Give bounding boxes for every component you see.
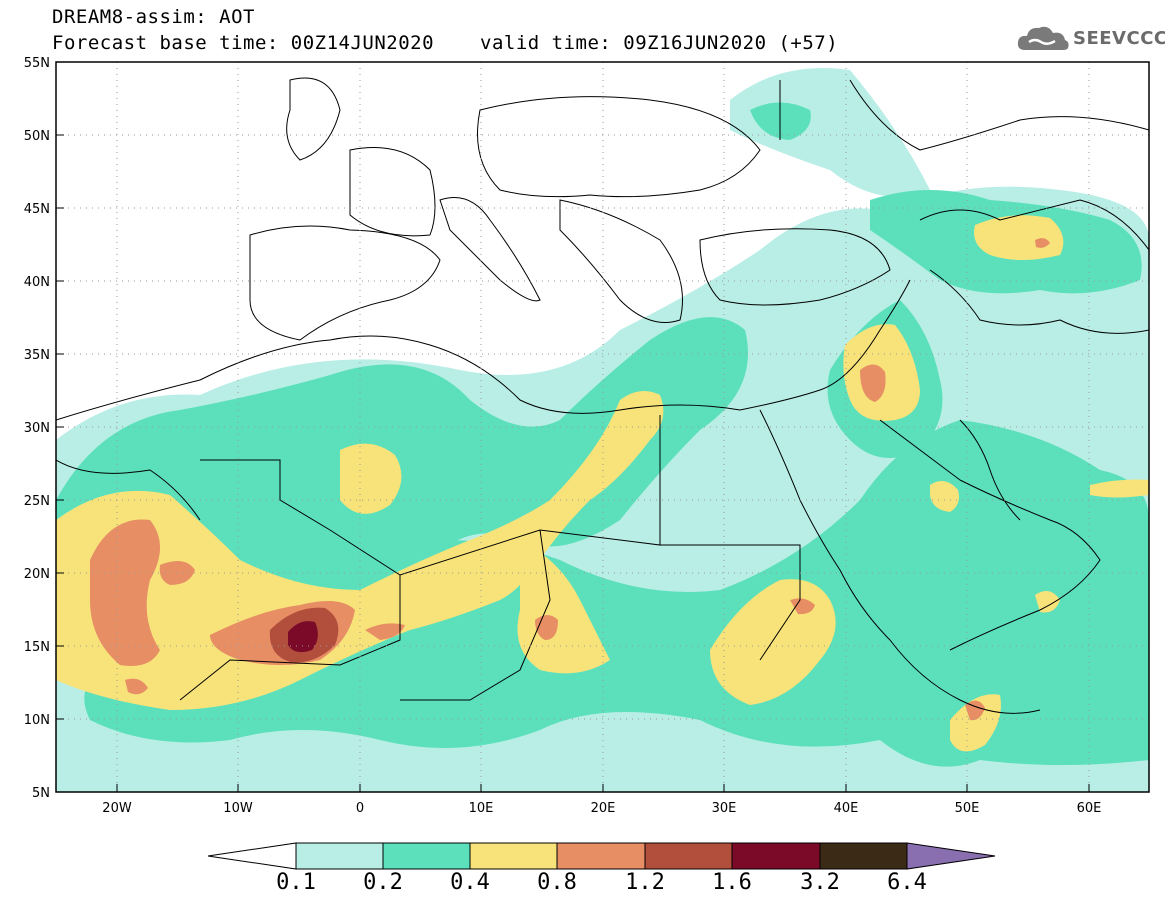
forecast-base-time: Forecast base time: 00Z14JUN2020: [52, 32, 435, 54]
aot-field: [56, 68, 1149, 792]
colorbar-label: 6.4: [887, 870, 927, 895]
colorbar-swatch: [556, 842, 646, 870]
lat-label: 15N: [24, 640, 50, 655]
colorbar-label: 1.6: [712, 870, 752, 895]
lon-label: 20W: [102, 801, 132, 816]
lon-label: 10W: [223, 801, 253, 816]
title-line-1: DREAM8-assim: AOT: [52, 6, 255, 28]
lon-labels: 20W 10W 0 10E 20E 30E 40E 50E 60E: [102, 801, 1101, 816]
lat-label: 25N: [24, 494, 50, 509]
lon-label: 50E: [955, 801, 980, 816]
lat-label: 50N: [24, 129, 50, 144]
lon-label: 40E: [834, 801, 859, 816]
colorbar-swatch: [644, 842, 733, 870]
lat-labels: 55N 50N 45N 40N 35N 30N 25N 20N 15N 10N …: [24, 56, 50, 801]
colorbar-low-arrow: [207, 842, 297, 870]
lat-label: 30N: [24, 421, 50, 436]
lat-label: 10N: [24, 713, 50, 728]
logo-text: SEEVCCC: [1073, 28, 1165, 49]
cloud-icon: [1017, 26, 1069, 50]
colorbar-swatch: [295, 842, 384, 870]
lon-label: 10E: [469, 801, 494, 816]
colorbar-label: 1.2: [625, 870, 665, 895]
colorbar-label: 0.1: [276, 870, 316, 895]
lon-label: 60E: [1077, 801, 1102, 816]
colorbar-high-arrow: [906, 842, 996, 870]
grid: [56, 62, 1149, 792]
valid-time: valid time: 09Z16JUN2020 (+57): [480, 32, 839, 54]
lat-label: 40N: [24, 275, 50, 290]
colorbar-swatch: [731, 842, 821, 870]
colorbar: [207, 842, 996, 870]
lat-label: 20N: [24, 567, 50, 582]
colorbar-label: 0.2: [363, 870, 403, 895]
colorbar-swatch: [469, 842, 558, 870]
colorbar-label: 0.4: [450, 870, 490, 895]
lon-label: 0: [356, 801, 364, 816]
lon-label: 20E: [591, 801, 616, 816]
seevccc-logo: SEEVCCC: [1015, 22, 1165, 56]
colorbar-label: 3.2: [800, 870, 840, 895]
lon-label: 30E: [712, 801, 737, 816]
lat-label: 5N: [32, 786, 50, 801]
lat-label: 45N: [24, 202, 50, 217]
tick-marks: [56, 61, 1090, 792]
colorbar-swatch: [819, 842, 908, 870]
colorbar-label: 0.8: [537, 870, 577, 895]
lat-label: 55N: [24, 56, 50, 71]
coastlines: [56, 77, 1149, 714]
lat-label: 35N: [24, 348, 50, 363]
colorbar-swatch: [382, 842, 471, 870]
